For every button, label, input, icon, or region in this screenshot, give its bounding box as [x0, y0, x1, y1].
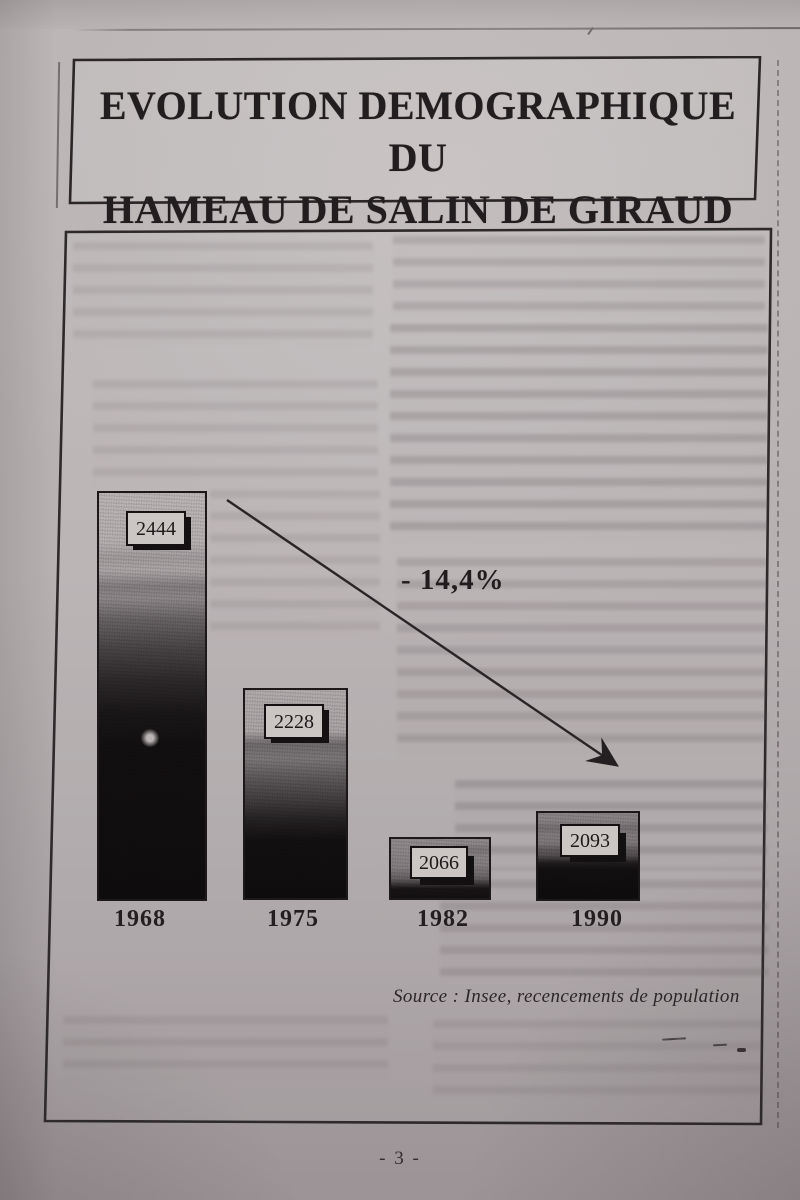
- year-label-1982: 1982: [417, 906, 469, 932]
- pen-mark: [737, 1048, 746, 1052]
- page-title: EVOLUTION DEMOGRAPHIQUE DU HAMEAU DE SAL…: [96, 80, 740, 236]
- decline-arrow: [226, 499, 619, 767]
- bar-1975: 2228: [243, 688, 348, 900]
- page-title-line-2: HAMEAU DE SALIN DE GIRAUD: [102, 187, 734, 232]
- scan-top-shadow: [0, 0, 800, 29]
- page-title-line-1: EVOLUTION DEMOGRAPHIQUE DU: [99, 83, 737, 180]
- bleedthrough-text: [210, 490, 380, 640]
- bleedthrough-text: [63, 1016, 388, 1082]
- page-edge-dashed-line: [777, 60, 779, 1128]
- year-label-1968: 1968: [114, 906, 166, 932]
- source-caption: Source : Insee, recencements de populati…: [393, 986, 740, 1007]
- value-label-1975: 2228: [264, 704, 324, 739]
- bleedthrough-text: [390, 324, 768, 542]
- title-box-border: [68, 56, 762, 205]
- bar-1990: 2093: [536, 811, 640, 901]
- bar-chart-frame: - 14,4% 2444 2228 2066 2093 1968 1975 19…: [43, 227, 773, 1126]
- bleedthrough-text: [73, 242, 373, 346]
- year-label-1975: 1975: [267, 906, 319, 932]
- bleedthrough-text: [433, 1020, 763, 1098]
- title-box-outer-line: [55, 61, 61, 209]
- bleedthrough-text: [397, 558, 767, 754]
- bleedthrough-text: [393, 236, 765, 316]
- page-number: - 3 -: [379, 1148, 421, 1169]
- value-label-1968: 2444: [126, 511, 186, 546]
- bar-1968: 2444: [97, 491, 207, 901]
- value-label-1982: 2066: [410, 846, 468, 879]
- page-title-box: EVOLUTION DEMOGRAPHIQUE DU HAMEAU DE SAL…: [66, 56, 762, 232]
- year-label-1990: 1990: [571, 906, 623, 932]
- bleedthrough-text: [93, 380, 378, 488]
- value-label-1990: 2093: [560, 824, 620, 857]
- bar-1982: 2066: [389, 837, 491, 900]
- percent-change-label: - 14,4%: [401, 564, 505, 596]
